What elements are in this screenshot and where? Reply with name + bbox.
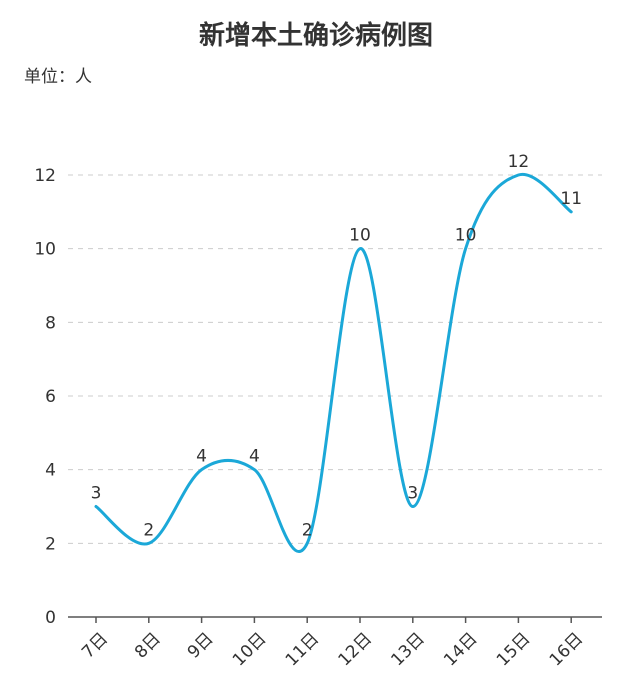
y-tick-label: 8 — [45, 313, 56, 333]
data-label: 11 — [560, 189, 582, 209]
y-axis: 0 2 4 6 8 10 12 — [34, 166, 56, 628]
x-tick-label: 8日 — [131, 629, 165, 663]
y-tick-label: 4 — [45, 461, 56, 481]
x-axis — [68, 616, 602, 623]
x-tick-label: 10日 — [229, 629, 270, 670]
x-tick-label: 13日 — [387, 629, 428, 670]
x-tick-labels: 7日 8日 9日 10日 11日 12日 13日 14日 15日 16日 — [78, 629, 587, 670]
y-tick-label: 12 — [34, 166, 56, 186]
data-label: 4 — [249, 447, 260, 467]
data-label: 2 — [302, 520, 313, 540]
data-label: 12 — [508, 152, 530, 172]
y-tick-label: 2 — [45, 534, 56, 554]
data-labels: 3 2 4 4 2 10 3 10 12 11 — [91, 152, 582, 540]
data-label: 10 — [455, 226, 477, 246]
x-tick-label: 14日 — [440, 629, 481, 670]
data-label: 4 — [196, 447, 207, 467]
data-label: 2 — [143, 520, 154, 540]
grid-lines — [68, 174, 602, 544]
data-label: 3 — [91, 484, 102, 504]
x-tick-label: 12日 — [335, 629, 376, 670]
y-tick-label: 0 — [45, 608, 56, 628]
series-line-0 — [94, 172, 573, 554]
series-group — [94, 172, 573, 554]
data-label: 3 — [407, 484, 418, 504]
y-tick-label: 10 — [34, 240, 56, 260]
unit-label: 单位：人 — [24, 67, 92, 87]
x-tick-label: 9日 — [184, 629, 218, 663]
x-tick-label: 16日 — [546, 629, 587, 670]
chart-title: 新增本土确诊病例图 — [199, 20, 433, 51]
y-tick-label: 6 — [45, 387, 56, 407]
x-tick-label: 7日 — [78, 629, 112, 663]
data-label: 10 — [349, 226, 371, 246]
x-tick-label: 15日 — [493, 629, 534, 670]
x-tick-label: 11日 — [282, 629, 323, 670]
